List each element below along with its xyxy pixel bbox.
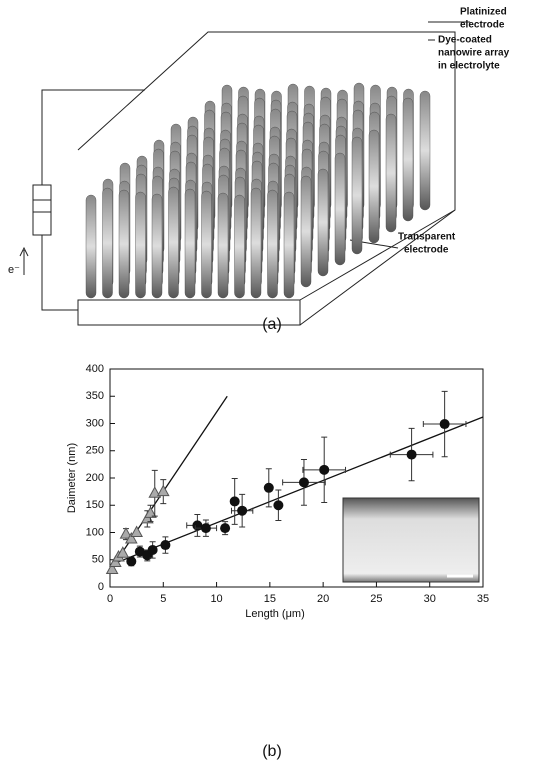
nanowire [317,168,329,277]
nanowire [102,187,113,299]
x-tick-label: 25 [370,593,382,605]
chart: 0 50 100 150 200 250 300 350 400 0 5 10 15 20 25 30 35 [86,363,489,605]
point [116,546,130,558]
x-tick-label: 30 [424,593,436,605]
x-tick-label: 35 [477,593,489,605]
electrode-box [77,31,456,326]
x-tick-label: 15 [264,593,276,605]
caption: (a) [262,316,282,333]
caption: (b) [262,743,282,760]
inset-image [342,497,480,583]
point [273,500,284,511]
point [200,523,211,534]
y-tick-label: 200 [86,472,104,484]
y-tick-label: 0 [98,581,104,593]
y-tick-label: 400 [86,363,104,375]
x-tick-label: 0 [107,593,113,605]
point [134,546,145,557]
nanowire [334,152,346,266]
transparent-label: electrode [404,245,449,256]
y-tick-label: 250 [86,445,104,457]
nanowire [85,194,97,299]
point [406,449,417,460]
point [298,477,309,488]
point [192,520,203,531]
nanowire [234,194,245,299]
point [144,506,157,518]
diagram [19,21,470,326]
point [439,419,450,430]
nanowire [351,136,363,255]
point [105,562,119,575]
point [119,527,133,539]
point [237,505,248,516]
point [263,482,274,493]
point [126,556,137,567]
platinized-label: electrode [460,20,505,31]
nanowire [135,191,146,299]
fit-line [109,416,484,566]
platinized-label: Platinized [460,7,507,18]
nanowire [283,191,295,299]
x-axis-label: Length (μm) [245,608,305,620]
nanowire [250,187,262,299]
nanowire [368,129,380,244]
point [319,464,330,475]
nanowire [184,188,196,299]
resistor [32,184,52,236]
nanowire [300,175,312,288]
nanowire-label: nanowire array [438,48,510,59]
x-tick-label: 5 [160,593,166,605]
point [147,544,158,555]
nanowire-label: in electrolyte [438,61,500,72]
point [148,486,162,498]
nanowire [419,90,431,211]
y-tick-label: 150 [86,499,104,511]
nanowire [168,186,179,299]
point [156,484,170,497]
y-axis-label: Daimeter (nm) [66,443,78,513]
nanowire [385,113,397,233]
x-tick-label: 10 [210,593,222,605]
box-edge [299,209,456,301]
electron-arrow [19,246,29,257]
point [229,496,240,507]
nanowire [151,193,163,299]
y-tick-label: 50 [92,554,104,566]
nanowire [267,189,278,299]
x-tick-label: 20 [317,593,329,605]
point [124,532,138,544]
electron-label: e⁻ [8,264,20,276]
nanowire [118,189,130,299]
y-tick-label: 100 [86,526,104,538]
nanowire [217,192,229,299]
nanowire [201,190,212,299]
y-tick-label: 300 [86,417,104,429]
nanowire-label: Dye-coated [438,35,492,46]
nanowire [402,97,414,222]
point [220,523,231,534]
y-tick-label: 350 [86,390,104,402]
transparent-label: Transparent [398,232,456,243]
point [160,540,171,551]
point [130,525,143,537]
transparent-electrode [77,299,301,326]
